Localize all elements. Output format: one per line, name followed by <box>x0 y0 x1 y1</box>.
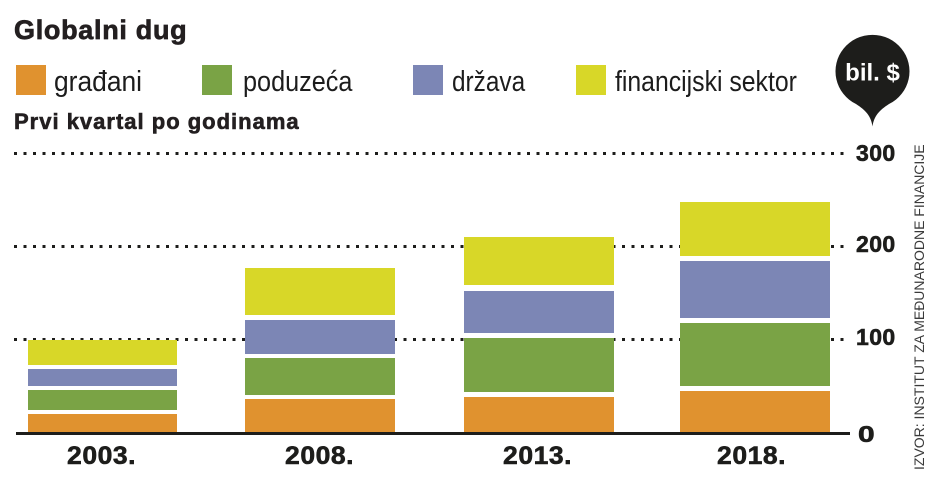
svg-text:bil. $: bil. $ <box>845 60 900 87</box>
